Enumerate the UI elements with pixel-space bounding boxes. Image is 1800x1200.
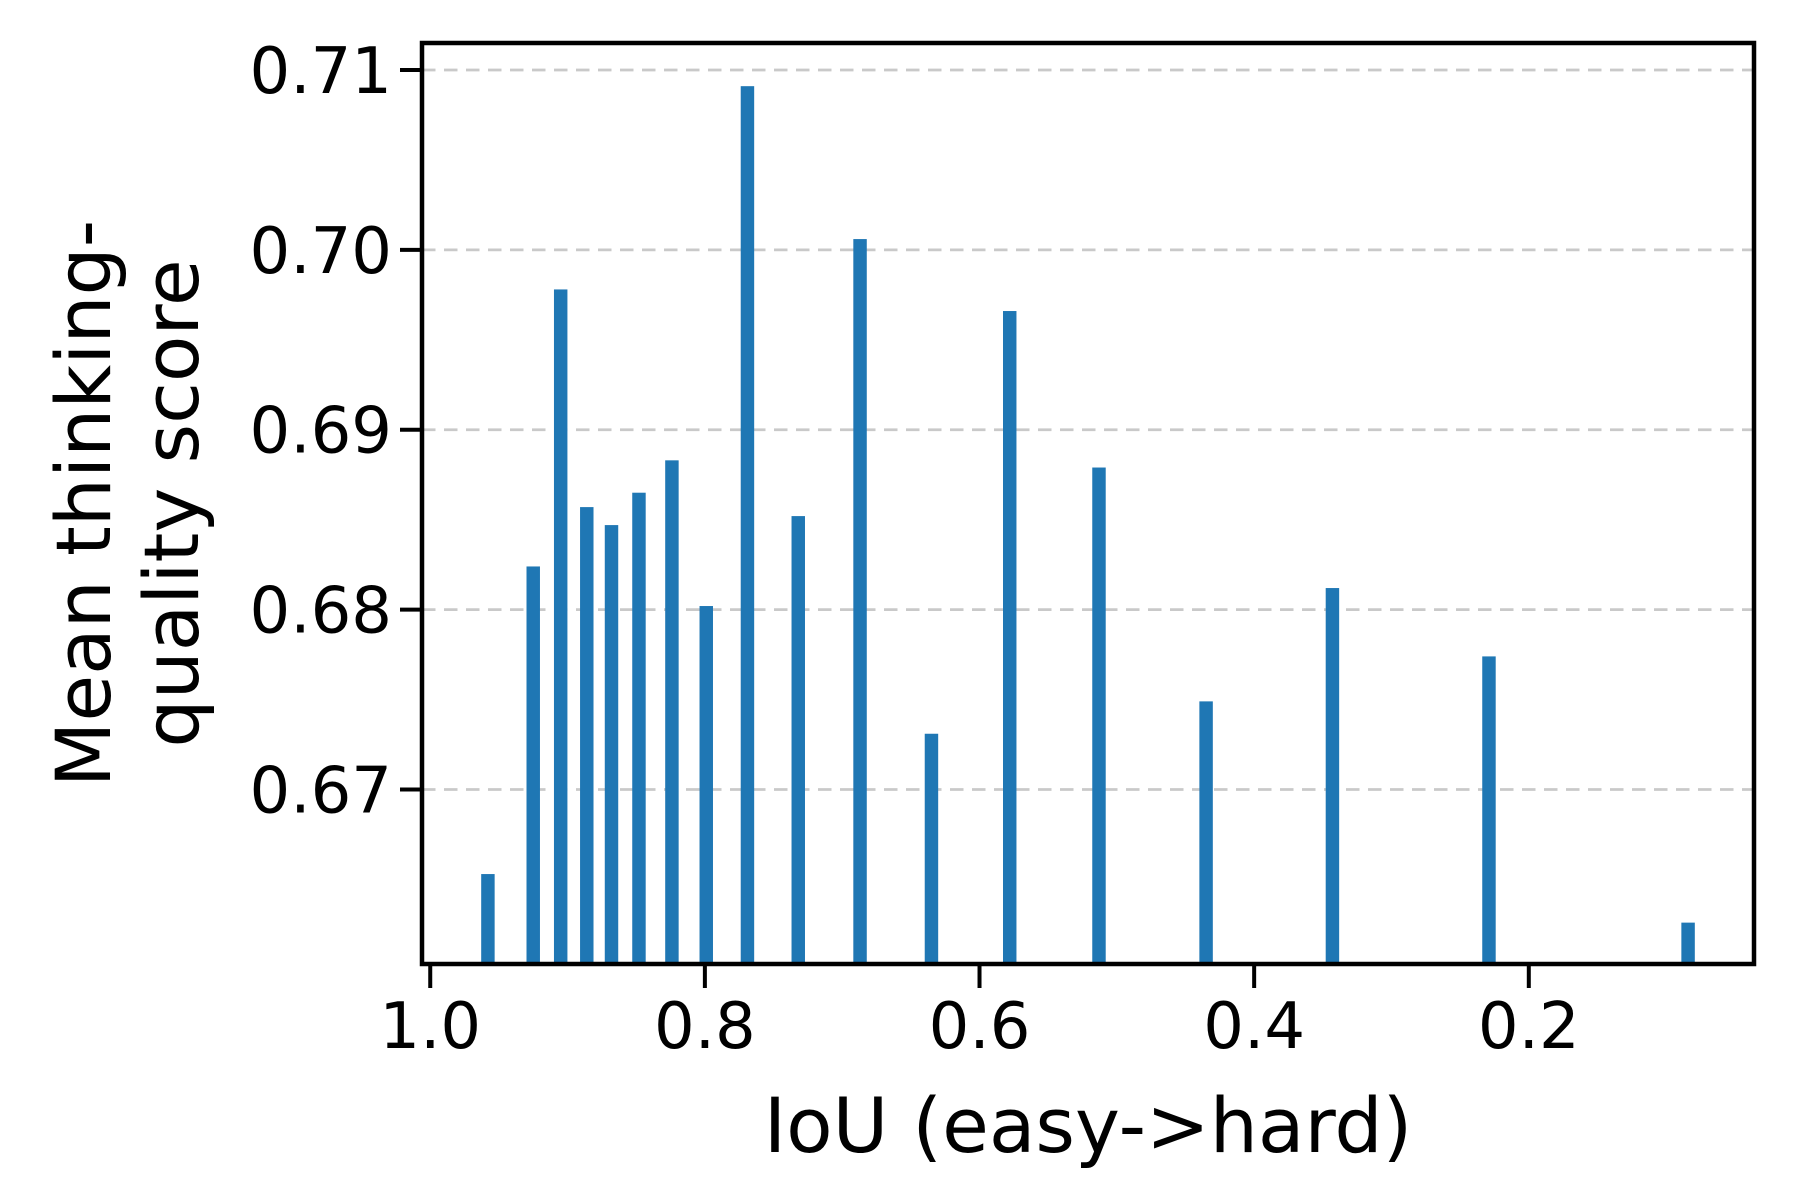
bar xyxy=(632,492,646,964)
x-tick-label: 0.6 xyxy=(929,990,1031,1064)
x-tick-label: 0.4 xyxy=(1203,990,1305,1064)
bars xyxy=(481,86,1695,964)
y-tick-label: 0.71 xyxy=(250,35,393,109)
bar xyxy=(791,516,805,964)
bar xyxy=(580,507,594,964)
x-tick-label: 1.0 xyxy=(379,990,481,1064)
bar xyxy=(481,874,495,964)
y-axis-label-line2: quality score xyxy=(127,259,216,747)
bar xyxy=(1325,588,1340,964)
y-tick-label: 0.67 xyxy=(250,755,393,829)
bar xyxy=(604,525,619,964)
bar xyxy=(1681,922,1695,964)
x-axis-label: IoU (easy->hard) xyxy=(764,1081,1413,1170)
bar xyxy=(553,289,568,964)
bar xyxy=(1002,311,1017,964)
bar xyxy=(740,86,755,964)
plot-border xyxy=(419,40,1757,967)
x-tick-labels: 1.0 0.8 0.6 0.4 0.2 xyxy=(379,990,1579,1064)
gridlines xyxy=(422,68,1754,791)
bar xyxy=(1092,467,1106,964)
bar xyxy=(699,606,713,964)
bar xyxy=(924,733,939,964)
y-tick-label: 0.68 xyxy=(250,575,393,649)
x-tick-label: 0.8 xyxy=(654,990,756,1064)
axes xyxy=(400,40,1757,988)
x-tick-label: 0.2 xyxy=(1478,990,1580,1064)
y-axis-label-line1: Mean thinking- xyxy=(39,220,128,787)
y-tick-labels: 0.67 0.68 0.69 0.70 0.71 xyxy=(250,35,393,829)
bar xyxy=(1199,701,1213,964)
bar xyxy=(853,239,867,964)
bar xyxy=(526,566,540,964)
bar xyxy=(1482,656,1496,964)
bar xyxy=(665,460,679,964)
y-tick-label: 0.70 xyxy=(250,215,393,289)
y-tick-label: 0.69 xyxy=(250,395,393,469)
